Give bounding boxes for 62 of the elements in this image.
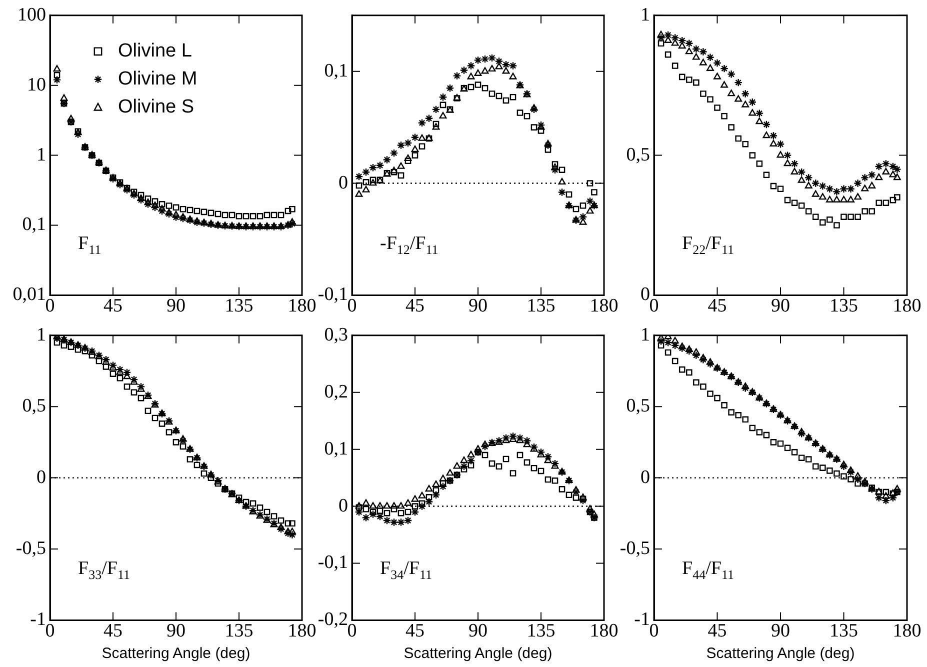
y-tick-label: 0,5 xyxy=(22,396,46,417)
x-tick-label: 90 xyxy=(166,296,186,317)
x-tick-label: 135 xyxy=(224,296,254,317)
y-tick-label: 0,1 xyxy=(22,214,46,236)
x-tick-label: 180 xyxy=(892,296,922,317)
annotation: F$_{33}$/F$_{11}$ xyxy=(78,558,130,583)
x-tick-label: 180 xyxy=(892,620,922,642)
x-tick-label: 180 xyxy=(590,620,618,642)
y-tick-label: 0 xyxy=(338,495,348,516)
y-tick-label: 0 xyxy=(36,466,46,488)
x-tick-label: 135 xyxy=(830,296,858,317)
annotation: F$_{34}$/F$_{11}$ xyxy=(380,558,432,583)
y-tick-label: 0,2 xyxy=(324,381,348,402)
annotation: -F$_{12}$/F$_{11}$ xyxy=(380,233,438,258)
x-tick-label: 45 xyxy=(708,296,727,317)
y-tick-label: 100 xyxy=(18,4,46,26)
x-axis-title: Scattering Angle (deg) xyxy=(706,645,855,662)
y-tick-label: 0,3 xyxy=(324,324,348,346)
y-tick-label: 1 xyxy=(36,324,46,346)
x-tick-label: 90 xyxy=(771,296,790,317)
x-tick-label: 45 xyxy=(104,296,122,317)
x-axis-title: Scattering Angle (deg) xyxy=(404,645,552,662)
x-tick-label: 90 xyxy=(468,620,488,642)
y-tick-label: 10 xyxy=(27,74,46,96)
legend-label: Olivine L xyxy=(118,40,192,62)
x-tick-label: 45 xyxy=(104,620,122,642)
y-tick-label: -0,1 xyxy=(318,284,348,306)
legend-label: Olivine M xyxy=(118,68,198,90)
x-tick-label: 45 xyxy=(406,620,424,642)
y-tick-label: 0 xyxy=(640,466,650,488)
annotation: F$_{11}$ xyxy=(78,233,102,258)
y-tick-label: 0,01 xyxy=(12,284,46,306)
x-tick-label: 180 xyxy=(288,620,316,642)
y-tick-label: 0,1 xyxy=(324,60,348,82)
y-tick-label: 1 xyxy=(36,144,46,166)
x-tick-label: 180 xyxy=(590,296,618,317)
y-tick-label: -0,2 xyxy=(318,609,348,630)
annotation: F$_{22}$/F$_{11}$ xyxy=(682,233,734,258)
y-tick-label: 0,5 xyxy=(626,396,650,417)
x-tick-label: 90 xyxy=(771,620,790,642)
x-tick-label: 45 xyxy=(708,620,727,642)
legend-label: Olivine S xyxy=(118,96,194,118)
x-tick-label: 135 xyxy=(526,296,556,317)
x-tick-label: 90 xyxy=(468,296,488,317)
x-tick-label: 180 xyxy=(288,296,316,317)
x-tick-label: 135 xyxy=(224,620,254,642)
x-tick-label: 90 xyxy=(166,620,186,642)
x-axis-title: Scattering Angle (deg) xyxy=(102,645,250,662)
y-tick-label: 1 xyxy=(640,4,650,26)
x-tick-label: 45 xyxy=(406,296,424,317)
x-tick-label: 135 xyxy=(830,620,858,642)
y-tick-label: 1 xyxy=(640,324,650,346)
y-tick-label: -1 xyxy=(634,609,650,630)
annotation: F$_{44}$/F$_{11}$ xyxy=(682,558,734,583)
y-tick-label: 0,1 xyxy=(324,438,348,460)
x-tick-label: 135 xyxy=(526,620,556,642)
y-tick-label: -0,5 xyxy=(620,538,650,559)
y-tick-label: 0,5 xyxy=(626,144,650,166)
y-tick-label: 0 xyxy=(338,172,348,194)
y-tick-label: -1 xyxy=(30,609,46,630)
y-tick-label: -0,1 xyxy=(318,552,348,574)
y-tick-label: -0,5 xyxy=(16,538,46,559)
